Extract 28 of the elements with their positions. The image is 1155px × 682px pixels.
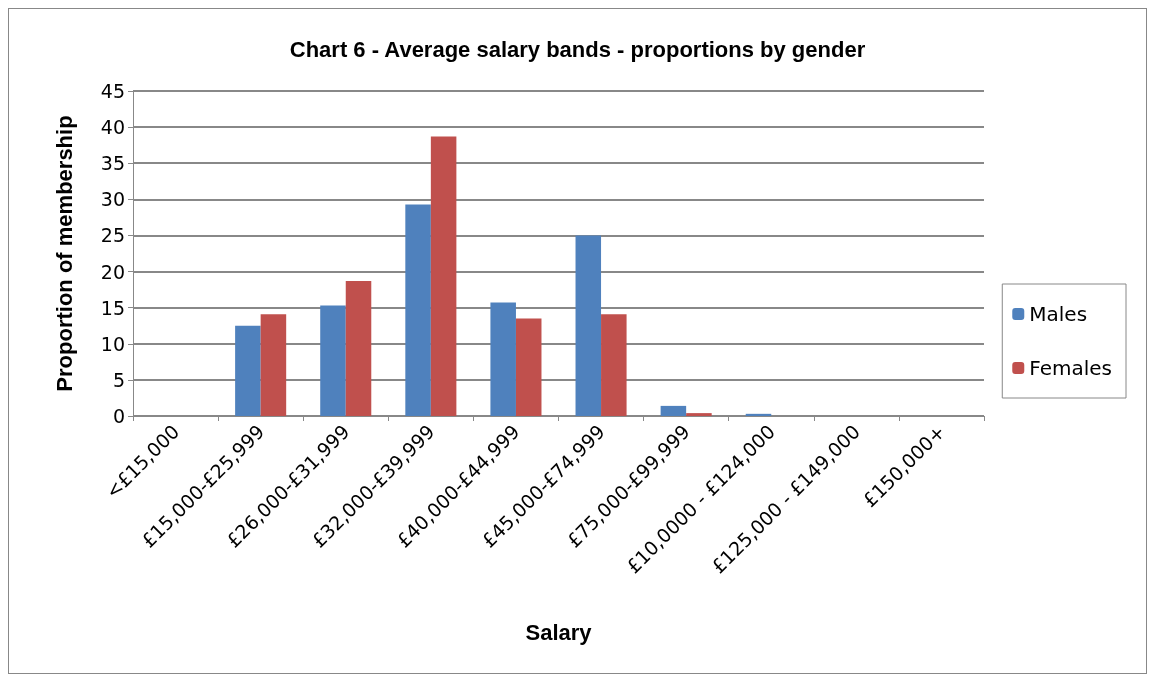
bar [405,204,431,416]
bar [345,280,372,416]
y-tick-label: 20 [100,260,125,283]
y-tick-label: 15 [100,296,125,319]
y-tick-label: 10 [100,332,125,355]
y-tick-label: 25 [100,224,125,247]
bar [235,325,261,416]
bar [490,302,516,416]
bar [601,314,627,416]
bar [745,413,772,416]
y-axis-title: Proportion of membership [51,115,77,392]
bar [515,318,542,416]
bar [660,405,687,416]
legend-label: Males [1029,302,1088,326]
bar [686,413,712,416]
y-tick-label: 5 [112,368,125,391]
chart-title: Chart 6 - Average salary bands - proportions by gender [289,36,866,62]
bar [320,305,346,416]
y-tick-label: 35 [100,152,125,175]
bar [260,314,287,416]
bar [575,235,602,416]
y-tick-label: 30 [100,188,125,211]
legend-label: Females [1029,356,1112,380]
bar [430,136,457,416]
x-axis-title: Salary [525,619,593,645]
y-tick-label: 45 [100,80,125,102]
y-tick-label: 40 [100,116,125,139]
y-tick-label: 0 [112,405,125,427]
